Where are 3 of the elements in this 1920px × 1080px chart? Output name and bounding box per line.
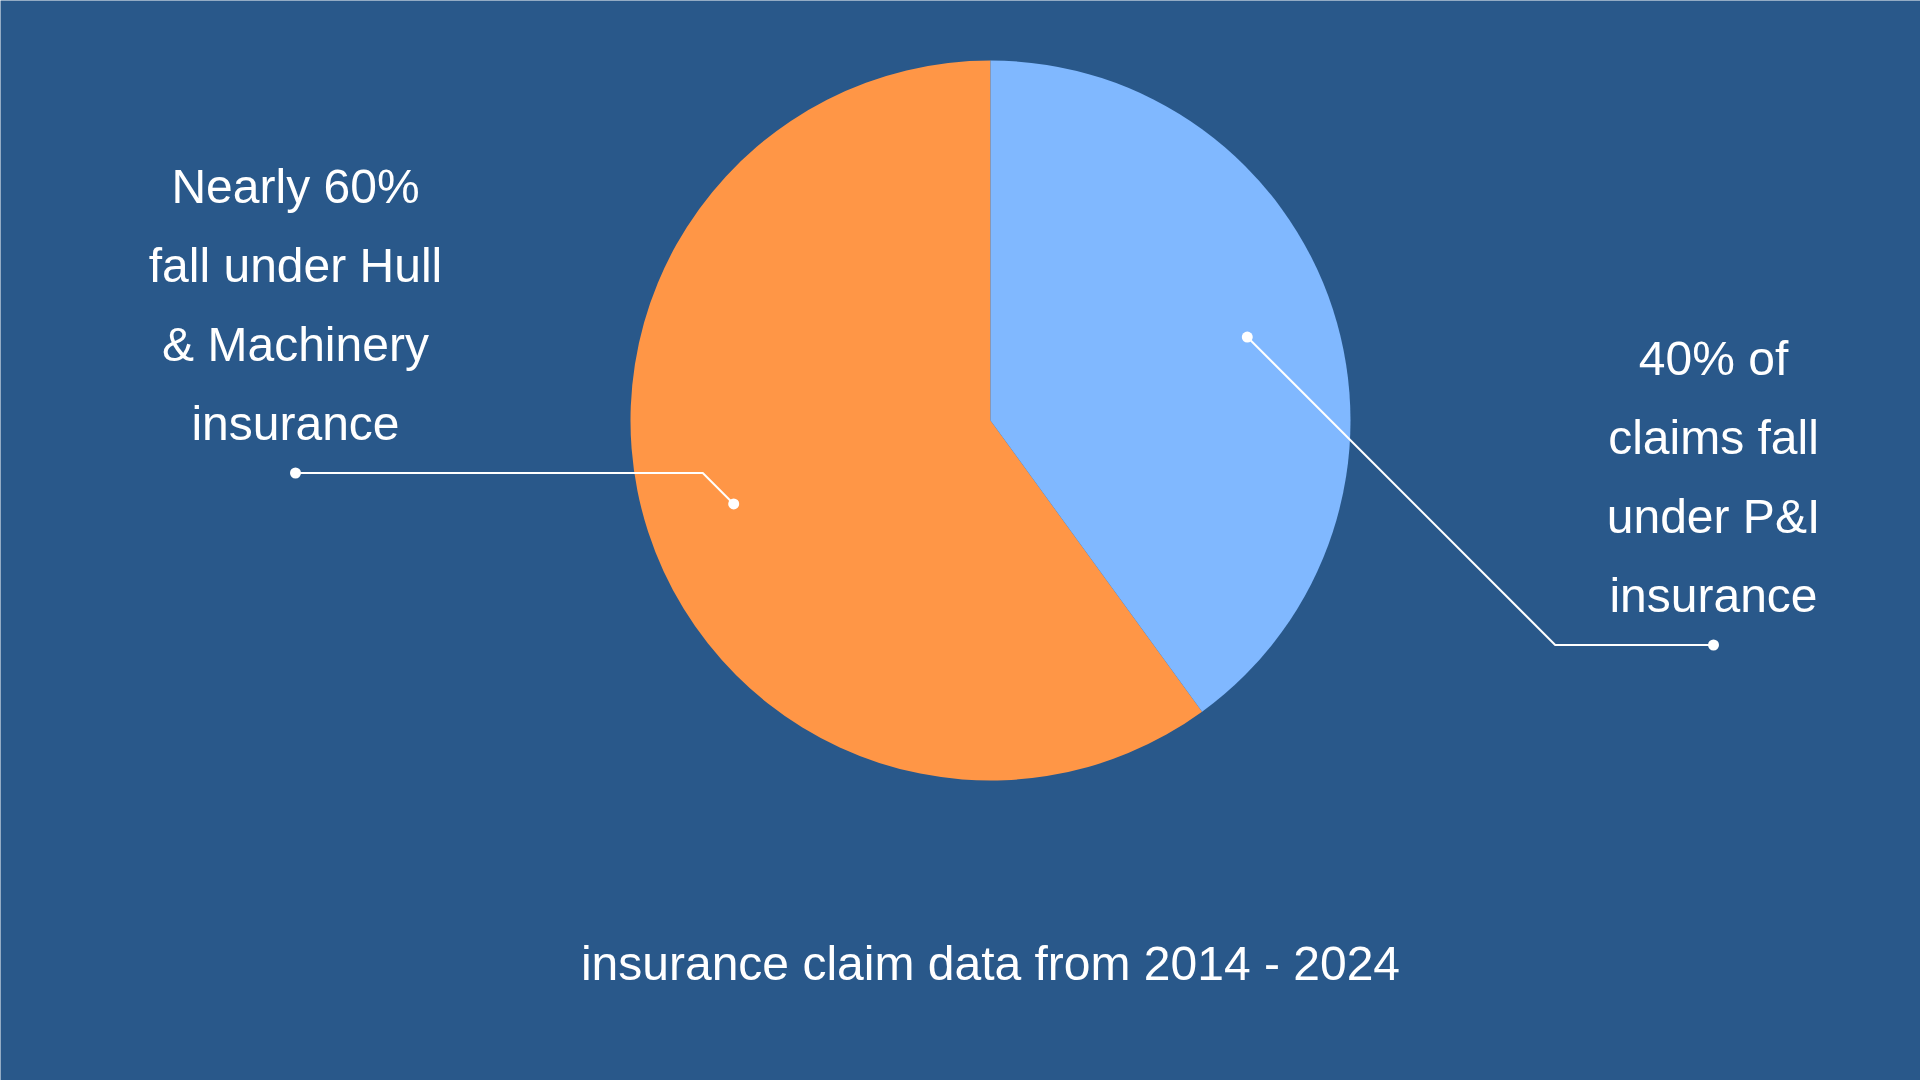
text: insurance claim data from 2014 - 2024 bbox=[580, 937, 1401, 990]
slice-label: Nearly 60% fall under Hull & Machinery insurance bbox=[148, 159, 443, 450]
slice-label: 40% of claims fall under P&I insurance bbox=[1606, 331, 1821, 622]
